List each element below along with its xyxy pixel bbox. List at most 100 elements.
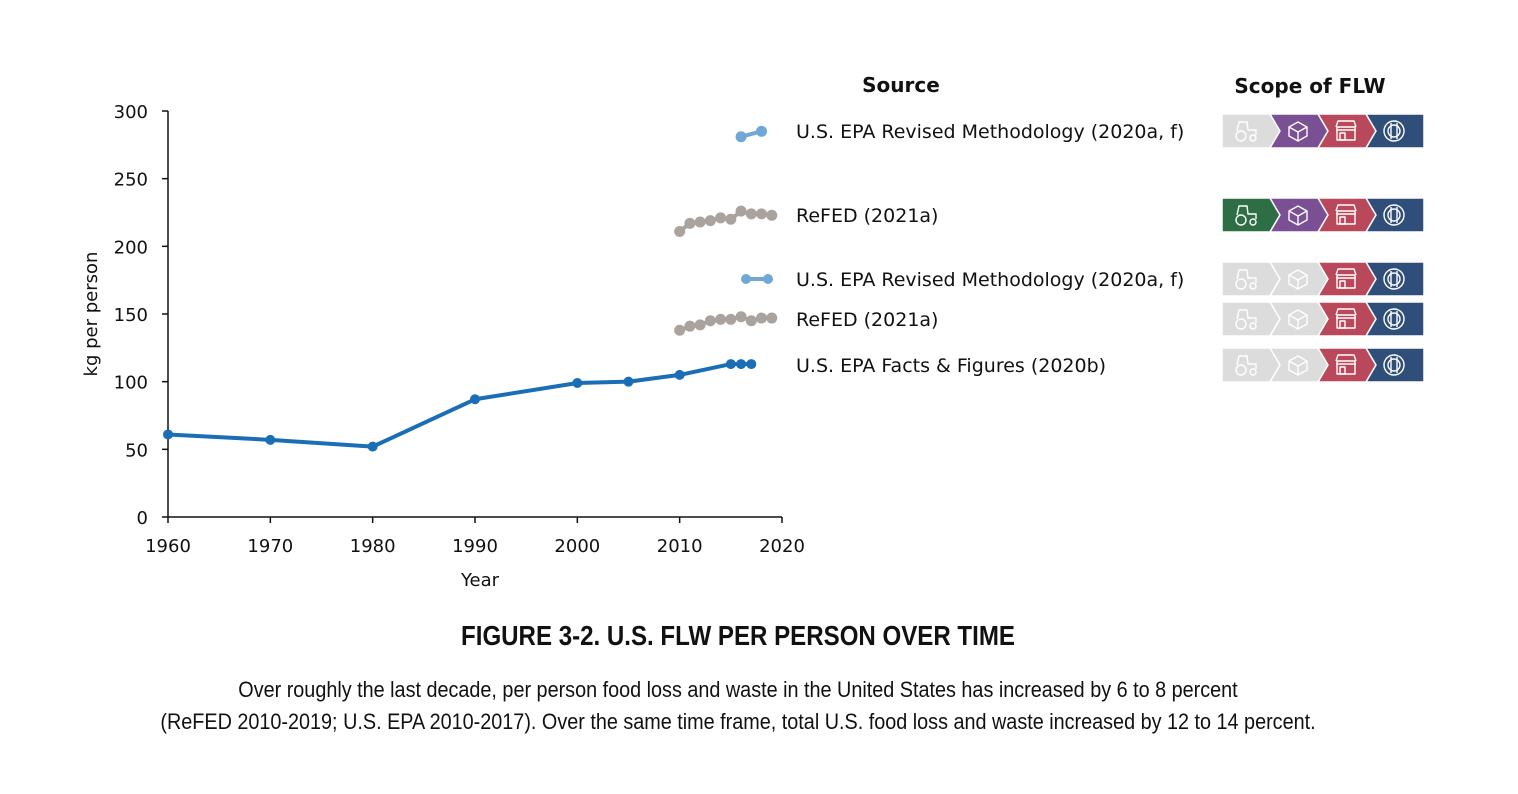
data-point — [694, 216, 706, 228]
data-point — [265, 434, 276, 445]
scope-ribbon-5 — [1221, 347, 1425, 383]
data-point — [735, 311, 747, 323]
data-point — [367, 441, 378, 452]
legend-item-1: U.S. EPA Revised Methodology (2020a, f) — [796, 121, 1184, 143]
plate-utensils-icon — [1387, 272, 1401, 286]
tractor-icon — [1249, 282, 1257, 290]
x-tick-label: 2010 — [657, 536, 703, 557]
storefront-icon — [1336, 210, 1356, 225]
y-tick-label: 300 — [114, 102, 148, 123]
data-point — [572, 378, 583, 389]
tractor-icon — [1236, 309, 1257, 323]
scope-stage-1 — [1221, 347, 1281, 383]
scope-ribbon-4 — [1221, 301, 1425, 337]
storefront-icon — [1336, 360, 1356, 375]
data-point — [704, 215, 716, 227]
data-point — [674, 225, 686, 237]
x-tick-label: 1960 — [145, 536, 191, 557]
storefront-icon — [1339, 216, 1346, 225]
y-tick-label: 0 — [137, 508, 148, 529]
data-point — [725, 213, 737, 225]
data-point — [736, 359, 747, 370]
storefront-icon — [1339, 320, 1346, 329]
legend-marker — [741, 274, 751, 284]
legend-label: U.S. EPA Revised Methodology (2020a, f) — [796, 121, 1184, 143]
tractor-icon — [1249, 134, 1257, 142]
data-point — [745, 315, 757, 327]
data-point — [756, 208, 768, 220]
plate-utensils-icon — [1387, 312, 1401, 326]
tractor-icon — [1249, 368, 1257, 376]
legend: U.S. EPA Revised Methodology (2020a, f) R… — [741, 121, 1184, 377]
legend-header: Source — [862, 73, 940, 97]
legend-item-2: ReFED (2021a) — [796, 205, 938, 227]
tractor-icon — [1235, 278, 1247, 290]
data-point — [746, 359, 757, 370]
data-point — [756, 312, 768, 324]
caption-line-2: (ReFED 2010-2019; U.S. EPA 2010-2017). O… — [160, 709, 1316, 734]
scope-stage-4 — [1364, 301, 1425, 337]
tractor-icon — [1236, 269, 1257, 283]
scope-stage-1 — [1221, 261, 1281, 297]
series-5 — [163, 359, 757, 452]
storefront-icon — [1336, 274, 1356, 289]
x-axis-label: Year — [460, 570, 500, 591]
storefront-icon — [1335, 204, 1357, 212]
scope-stage-1 — [1221, 197, 1281, 233]
scope-of-flw — [1221, 113, 1425, 383]
scope-stage-4 — [1364, 197, 1425, 233]
plate-utensils-icon — [1387, 208, 1401, 222]
plate-utensils-icon — [1387, 358, 1401, 372]
storefront-icon — [1335, 120, 1357, 128]
y-tick-label: 100 — [114, 373, 148, 394]
plate-utensils-icon — [1383, 268, 1405, 290]
data-point — [725, 313, 737, 325]
data-point — [715, 313, 727, 325]
storefront-icon — [1335, 308, 1357, 316]
y-tick-label: 200 — [114, 237, 148, 258]
legend-marker — [763, 274, 773, 284]
storefront-icon — [1335, 354, 1357, 362]
legend-label: ReFED (2021a) — [796, 205, 938, 227]
legend-label: ReFED (2021a) — [796, 309, 938, 331]
x-tick-label: 1990 — [452, 536, 498, 557]
tractor-icon — [1235, 318, 1247, 330]
tractor-icon — [1249, 322, 1257, 330]
y-tick-label: 50 — [125, 440, 148, 461]
x-tick-label: 2000 — [554, 536, 600, 557]
x-tick-label: 1970 — [247, 536, 293, 557]
scope-stage-1 — [1221, 301, 1281, 337]
y-tick-label: 250 — [114, 170, 148, 191]
storefront-icon — [1339, 366, 1346, 375]
data-point — [470, 394, 480, 405]
scope-header: Scope of FLW — [1234, 74, 1385, 98]
tractor-icon — [1236, 355, 1257, 369]
plate-utensils-icon — [1383, 120, 1405, 142]
chart: 0 50 100 150 200 250 300 1960 1970 1980 1990 2000 20… — [81, 73, 1425, 591]
data-point — [766, 209, 778, 221]
legend-label: U.S. EPA Facts & Figures (2020b) — [796, 355, 1106, 377]
series-4 — [674, 311, 778, 336]
axes: 0 50 100 150 200 250 300 1960 1970 1980 1990 2000 20… — [114, 102, 805, 557]
x-tick-label: 1980 — [350, 536, 396, 557]
y-tick-label: 150 — [114, 305, 148, 326]
data-point — [715, 212, 727, 224]
tractor-icon — [1236, 121, 1257, 135]
data-point — [725, 359, 736, 370]
figure-title: FIGURE 3-2. U.S. FLW PER PERSON OVER TIM… — [461, 620, 1015, 651]
storefront-icon — [1336, 314, 1356, 329]
legend-item-4: ReFED (2021a) — [796, 309, 938, 331]
scope-stage-4 — [1364, 113, 1425, 149]
storefront-icon — [1339, 132, 1346, 141]
data-point — [674, 324, 686, 336]
data-point — [163, 429, 173, 440]
data-point — [704, 315, 716, 327]
scope-stage-4 — [1364, 347, 1425, 383]
tractor-icon — [1235, 214, 1247, 226]
scope-stage-1 — [1221, 113, 1281, 149]
data-point — [745, 208, 757, 220]
tractor-icon — [1249, 218, 1257, 226]
series-1 — [735, 125, 768, 143]
legend-item-5: U.S. EPA Facts & Figures (2020b) — [796, 355, 1106, 377]
tractor-icon — [1236, 205, 1257, 219]
